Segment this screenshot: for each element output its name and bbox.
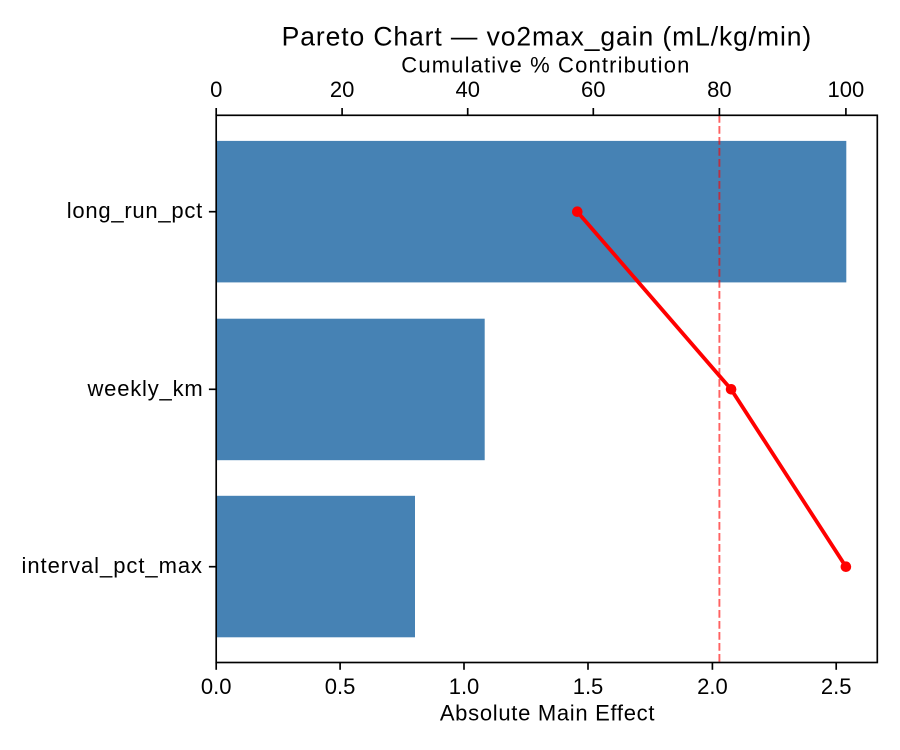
svg-text:Cumulative % Contribution: Cumulative % Contribution <box>401 52 690 77</box>
svg-text:Pareto Chart — vo2max_gain (mL: Pareto Chart — vo2max_gain (mL/kg/min) <box>282 21 813 51</box>
svg-text:0.5: 0.5 <box>325 674 356 699</box>
svg-text:80: 80 <box>707 77 731 102</box>
svg-text:20: 20 <box>330 77 354 102</box>
svg-text:long_run_pct: long_run_pct <box>67 198 203 223</box>
svg-text:2.0: 2.0 <box>697 674 728 699</box>
svg-text:1.5: 1.5 <box>573 674 604 699</box>
svg-text:40: 40 <box>455 77 479 102</box>
svg-text:60: 60 <box>581 77 605 102</box>
svg-text:2.5: 2.5 <box>821 674 852 699</box>
svg-text:weekly_km: weekly_km <box>86 376 203 401</box>
svg-text:1.0: 1.0 <box>449 674 480 699</box>
svg-text:Absolute Main Effect: Absolute Main Effect <box>440 701 655 726</box>
svg-text:0: 0 <box>210 77 222 102</box>
svg-text:0.0: 0.0 <box>201 674 232 699</box>
svg-text:100: 100 <box>828 77 865 102</box>
svg-text:interval_pct_max: interval_pct_max <box>22 553 204 578</box>
